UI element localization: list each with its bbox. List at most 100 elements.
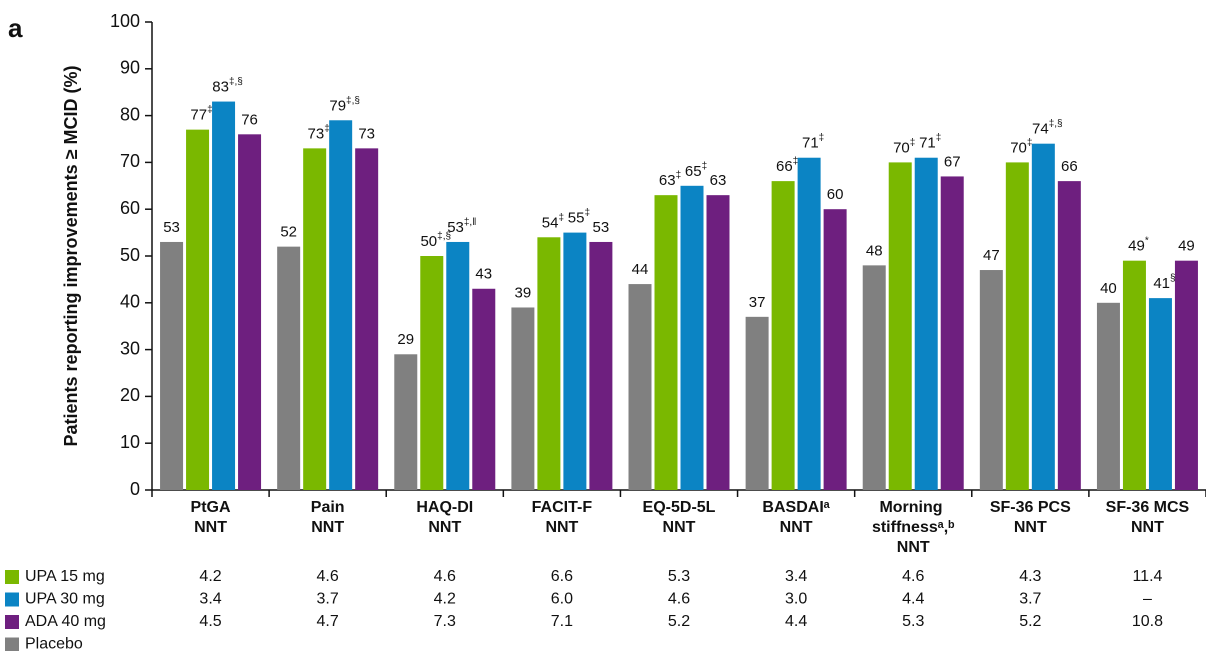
y-tick-label: 50 (120, 245, 140, 265)
nnt-value: 4.2 (434, 591, 456, 608)
legend-swatch (5, 637, 19, 651)
bar (303, 148, 327, 491)
bar (511, 307, 535, 490)
value-label: 53 (593, 219, 610, 236)
y-tick-label: 10 (120, 432, 140, 452)
y-tick-label: 80 (120, 104, 140, 124)
nnt-value: 5.2 (668, 613, 690, 630)
value-label: 41§ (1153, 273, 1175, 292)
bar (1148, 298, 1172, 490)
value-label: 65‡ (685, 160, 707, 179)
value-label: 43 (475, 266, 492, 283)
bar (628, 284, 652, 490)
bar (394, 354, 418, 490)
value-label: 29 (397, 331, 414, 348)
y-tick-label: 60 (120, 198, 140, 218)
nnt-value: 4.4 (785, 613, 807, 630)
nnt-value: – (1143, 591, 1152, 608)
legend-label: UPA 30 mg (25, 591, 105, 608)
value-label: 53‡,‖ (447, 217, 476, 236)
nnt-value: 4.5 (199, 613, 221, 630)
y-tick-label: 30 (120, 338, 140, 358)
y-tick-label: 90 (120, 58, 140, 78)
y-tick-label: 20 (120, 385, 140, 405)
nnt-value: 4.6 (317, 568, 339, 585)
value-label: 53 (163, 219, 180, 236)
value-label: 40 (1100, 280, 1117, 297)
bar (1057, 181, 1081, 490)
y-tick-label: 70 (120, 151, 140, 171)
value-label: 55‡ (568, 207, 590, 226)
nnt-value: 4.7 (317, 613, 339, 630)
nnt-value: 4.4 (902, 591, 924, 608)
nnt-value: 3.4 (785, 568, 807, 585)
value-label: 37 (749, 294, 766, 311)
x-tick-sublabel: NNT (194, 519, 227, 536)
bar (472, 288, 496, 490)
x-tick-label: SF-36 PCS (990, 499, 1071, 516)
bar (355, 148, 379, 491)
value-label: 63‡ (659, 170, 681, 189)
value-label: 49* (1128, 235, 1149, 254)
bar (1005, 162, 1029, 490)
x-tick-sublabel: NNT (897, 539, 930, 556)
legend-swatch (5, 615, 19, 629)
value-label: 83‡,§ (212, 76, 243, 95)
legend-label: UPA 15 mg (25, 568, 105, 585)
legend-swatch (5, 570, 19, 584)
nnt-value: 3.7 (317, 591, 339, 608)
bar (446, 241, 470, 490)
bar (706, 195, 730, 490)
bar (1122, 260, 1146, 490)
x-tick-label: FACIT-F (532, 499, 593, 516)
bar (979, 270, 1003, 490)
x-tick-sublabel: NNT (663, 519, 696, 536)
x-tick-sublabel: NNT (1014, 519, 1047, 536)
bar (1031, 143, 1055, 490)
bar (186, 129, 210, 490)
x-tick-sublabel: NNT (545, 519, 578, 536)
value-label: 44 (632, 261, 649, 278)
nnt-value: 3.4 (199, 591, 221, 608)
value-label: 49 (1178, 238, 1195, 255)
bar (212, 101, 236, 490)
value-label: 73‡ (308, 123, 330, 142)
bar (914, 157, 938, 490)
x-tick-label: Pain (311, 499, 345, 516)
value-label: 70‡ (1010, 137, 1032, 156)
bar (680, 185, 704, 491)
nnt-value: 5.2 (1019, 613, 1041, 630)
value-label: 76 (241, 111, 258, 128)
value-label: 74‡,§ (1032, 118, 1063, 137)
bar (537, 237, 561, 490)
bar (654, 195, 678, 490)
nnt-value: 10.8 (1132, 613, 1163, 630)
value-label: 79‡,§ (329, 95, 360, 114)
bar (771, 181, 795, 490)
value-label: 66 (1061, 158, 1078, 175)
y-tick-label: 0 (130, 479, 140, 499)
value-label: 71‡ (802, 132, 824, 151)
panel-label: a (8, 13, 23, 43)
value-label: 48 (866, 242, 883, 259)
bar (1174, 260, 1198, 490)
y-tick-label: 100 (110, 11, 140, 31)
x-tick-sublabel: NNT (428, 519, 461, 536)
nnt-value: 3.7 (1019, 591, 1041, 608)
value-label: 60 (827, 186, 844, 203)
nnt-value: 3.0 (785, 591, 807, 608)
value-label: 63 (710, 172, 727, 189)
value-label: 39 (515, 284, 532, 301)
value-label: 77‡ (190, 104, 212, 123)
bar (862, 265, 886, 490)
value-label: 73 (358, 125, 375, 142)
nnt-value: 4.6 (434, 568, 456, 585)
value-label: 71‡ (919, 132, 941, 151)
bar (238, 134, 262, 490)
bar (823, 209, 847, 490)
nnt-value: 4.6 (668, 591, 690, 608)
value-label: 52 (280, 224, 297, 241)
nnt-value: 5.3 (668, 568, 690, 585)
value-label: 54‡ (542, 212, 564, 231)
bar (745, 316, 769, 490)
